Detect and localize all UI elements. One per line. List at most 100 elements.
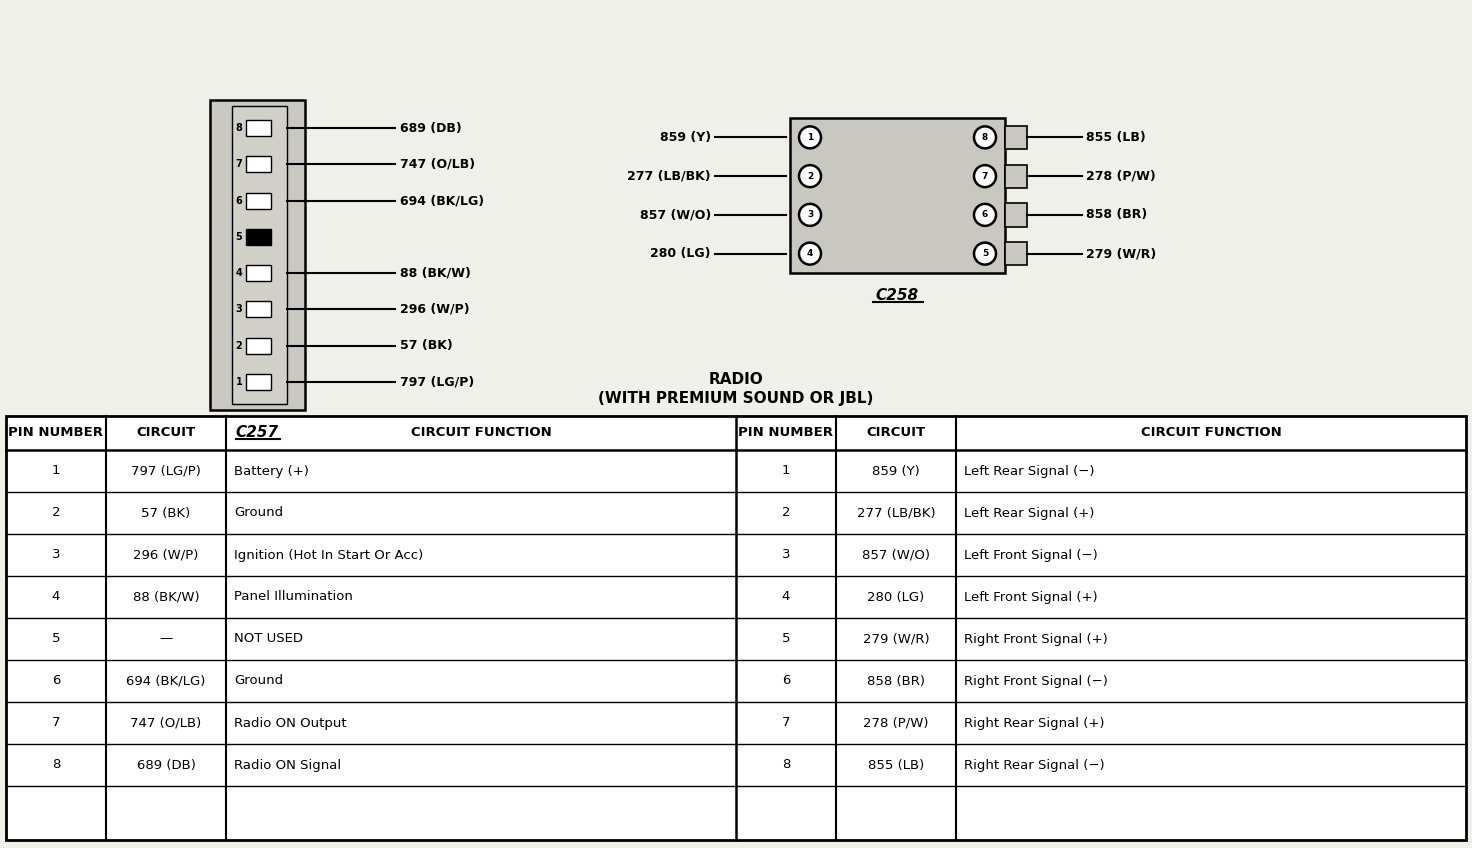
Text: 2: 2 [52,506,60,520]
Circle shape [799,126,821,148]
Text: 7: 7 [982,171,988,181]
Text: 279 (W/R): 279 (W/R) [1086,247,1156,260]
Text: 280 (LG): 280 (LG) [651,247,711,260]
Text: Panel Illumination: Panel Illumination [234,590,353,604]
Text: 694 (BK/LG): 694 (BK/LG) [127,674,206,688]
Text: 3: 3 [236,304,243,315]
Text: Ground: Ground [234,674,283,688]
FancyBboxPatch shape [210,100,305,410]
Text: 8: 8 [236,123,243,133]
FancyBboxPatch shape [1005,165,1027,187]
Text: RADIO: RADIO [708,372,764,388]
Text: Left Front Signal (−): Left Front Signal (−) [964,549,1098,561]
Text: 6: 6 [782,674,790,688]
Text: 5: 5 [982,249,988,258]
FancyBboxPatch shape [246,120,271,137]
Text: 855 (LB): 855 (LB) [868,758,924,772]
Text: Left Front Signal (+): Left Front Signal (+) [964,590,1098,604]
Text: 7: 7 [782,717,790,729]
Text: 747 (O/LB): 747 (O/LB) [400,158,475,171]
Text: 797 (LG/P): 797 (LG/P) [131,465,202,477]
Text: 3: 3 [52,549,60,561]
FancyBboxPatch shape [246,338,271,354]
Text: 8: 8 [782,758,790,772]
Text: 859 (Y): 859 (Y) [871,465,920,477]
Text: NOT USED: NOT USED [234,633,303,645]
Text: 57 (BK): 57 (BK) [141,506,191,520]
Text: 858 (BR): 858 (BR) [1086,209,1147,221]
Text: 5: 5 [52,633,60,645]
Text: PIN NUMBER: PIN NUMBER [739,427,833,439]
FancyBboxPatch shape [1005,126,1027,149]
Text: 4: 4 [782,590,790,604]
FancyBboxPatch shape [246,265,271,282]
Text: Radio ON Output: Radio ON Output [234,717,346,729]
Text: 797 (LG/P): 797 (LG/P) [400,376,474,388]
Text: 2: 2 [807,171,813,181]
Text: 1: 1 [236,377,243,387]
Text: 8: 8 [982,133,988,142]
Text: 857 (W/O): 857 (W/O) [640,209,711,221]
Text: 3: 3 [782,549,790,561]
Text: 88 (BK/W): 88 (BK/W) [400,266,471,280]
Text: 6: 6 [52,674,60,688]
Text: Left Rear Signal (−): Left Rear Signal (−) [964,465,1095,477]
FancyBboxPatch shape [246,229,271,245]
Text: 855 (LB): 855 (LB) [1086,131,1145,144]
Text: Right Front Signal (+): Right Front Signal (+) [964,633,1108,645]
Text: —: — [159,633,172,645]
Text: CIRCUIT FUNCTION: CIRCUIT FUNCTION [411,427,552,439]
Circle shape [974,165,997,187]
Circle shape [974,243,997,265]
Text: C258: C258 [876,288,919,303]
Text: 2: 2 [782,506,790,520]
Text: 4: 4 [807,249,813,258]
Text: 747 (O/LB): 747 (O/LB) [131,717,202,729]
Circle shape [974,204,997,226]
Text: 7: 7 [52,717,60,729]
Circle shape [799,243,821,265]
Text: Right Rear Signal (+): Right Rear Signal (+) [964,717,1104,729]
FancyBboxPatch shape [246,374,271,390]
FancyBboxPatch shape [246,192,271,209]
FancyBboxPatch shape [6,416,1466,840]
Text: 3: 3 [807,210,813,220]
Circle shape [974,126,997,148]
Text: 6: 6 [236,196,243,205]
Text: PIN NUMBER: PIN NUMBER [9,427,103,439]
Text: Right Front Signal (−): Right Front Signal (−) [964,674,1108,688]
Text: 1: 1 [807,133,813,142]
Text: 279 (W/R): 279 (W/R) [863,633,929,645]
Text: 1: 1 [52,465,60,477]
Text: 859 (Y): 859 (Y) [659,131,711,144]
Text: 694 (BK/LG): 694 (BK/LG) [400,194,484,207]
FancyBboxPatch shape [790,118,1005,273]
Text: 689 (DB): 689 (DB) [137,758,196,772]
Text: Battery (+): Battery (+) [234,465,309,477]
Text: Ignition (Hot In Start Or Acc): Ignition (Hot In Start Or Acc) [234,549,424,561]
Text: 280 (LG): 280 (LG) [867,590,924,604]
Text: 7: 7 [236,159,243,170]
Text: 858 (BR): 858 (BR) [867,674,924,688]
FancyBboxPatch shape [233,106,287,404]
Text: CIRCUIT FUNCTION: CIRCUIT FUNCTION [1141,427,1281,439]
Text: 277 (LB/BK): 277 (LB/BK) [627,170,711,182]
Text: 2: 2 [236,341,243,350]
Text: 88 (BK/W): 88 (BK/W) [132,590,199,604]
Text: 1: 1 [782,465,790,477]
Circle shape [799,204,821,226]
Text: CIRCUIT: CIRCUIT [867,427,926,439]
Text: 4: 4 [236,268,243,278]
Text: Left Rear Signal (+): Left Rear Signal (+) [964,506,1094,520]
Text: 277 (LB/BK): 277 (LB/BK) [857,506,935,520]
FancyBboxPatch shape [246,156,271,172]
Text: 4: 4 [52,590,60,604]
Text: 8: 8 [52,758,60,772]
Text: Right Rear Signal (−): Right Rear Signal (−) [964,758,1104,772]
Text: Ground: Ground [234,506,283,520]
Text: 857 (W/O): 857 (W/O) [863,549,930,561]
Text: C257: C257 [236,425,280,440]
Text: 57 (BK): 57 (BK) [400,339,453,352]
Text: 5: 5 [782,633,790,645]
Text: 5: 5 [236,232,243,242]
